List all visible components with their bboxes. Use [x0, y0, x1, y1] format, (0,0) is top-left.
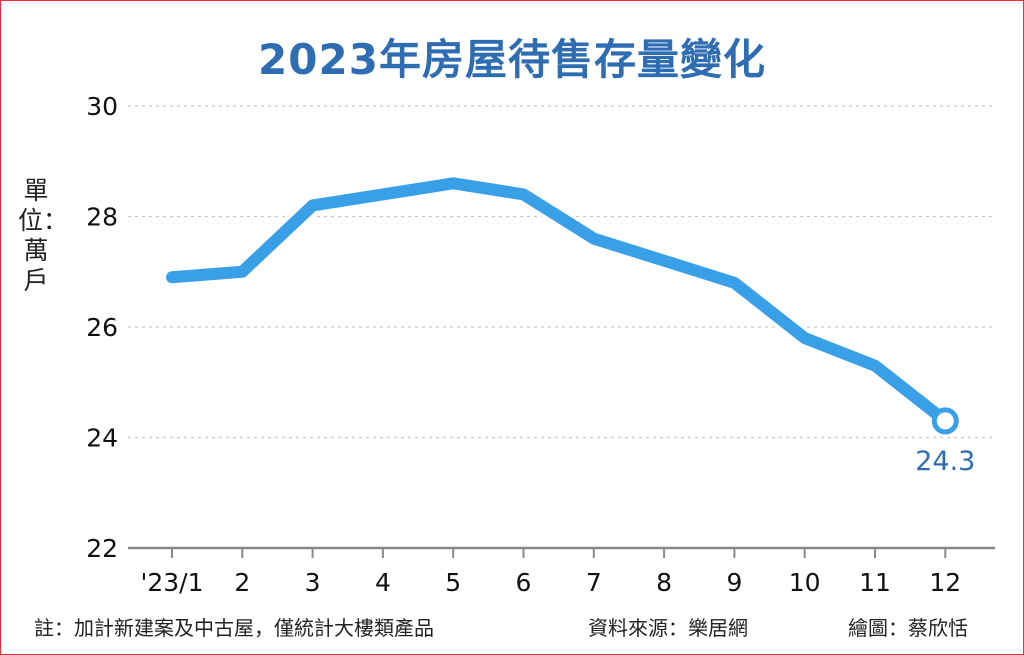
x-tick-label: 3: [305, 568, 321, 597]
x-tick-label: 5: [445, 568, 461, 597]
x-tick-label: 8: [656, 568, 672, 597]
end-point-marker: [931, 407, 959, 435]
end-value-label: 24.3: [915, 446, 975, 477]
x-tick-label: 10: [789, 568, 821, 597]
y-tick-label: 26: [86, 313, 118, 342]
y-tick-label: 22: [86, 534, 118, 563]
graphic-credit: 繪圖：蔡欣恬: [848, 616, 968, 640]
y-tick-label: 30: [86, 92, 118, 121]
y-tick-label: 24: [86, 424, 118, 453]
chart-title: 2023年房屋待售存量變化: [258, 35, 766, 84]
footnote: 註：加計新建案及中古屋，僅統計大樓類產品: [34, 616, 434, 640]
x-tick-label: 4: [375, 568, 391, 597]
x-tick-label: 11: [859, 568, 891, 597]
x-tick-label: 7: [586, 568, 602, 597]
x-tick-label: 12: [929, 568, 961, 597]
x-tick-label: 6: [516, 568, 532, 597]
x-tick-label: '23/1: [140, 568, 203, 597]
x-tick-label: 9: [726, 568, 742, 597]
y-tick-label: 28: [86, 203, 118, 232]
source-credit: 資料來源：樂居網: [588, 616, 748, 640]
series-line: [166, 177, 952, 427]
x-tick-label: 2: [234, 568, 250, 597]
